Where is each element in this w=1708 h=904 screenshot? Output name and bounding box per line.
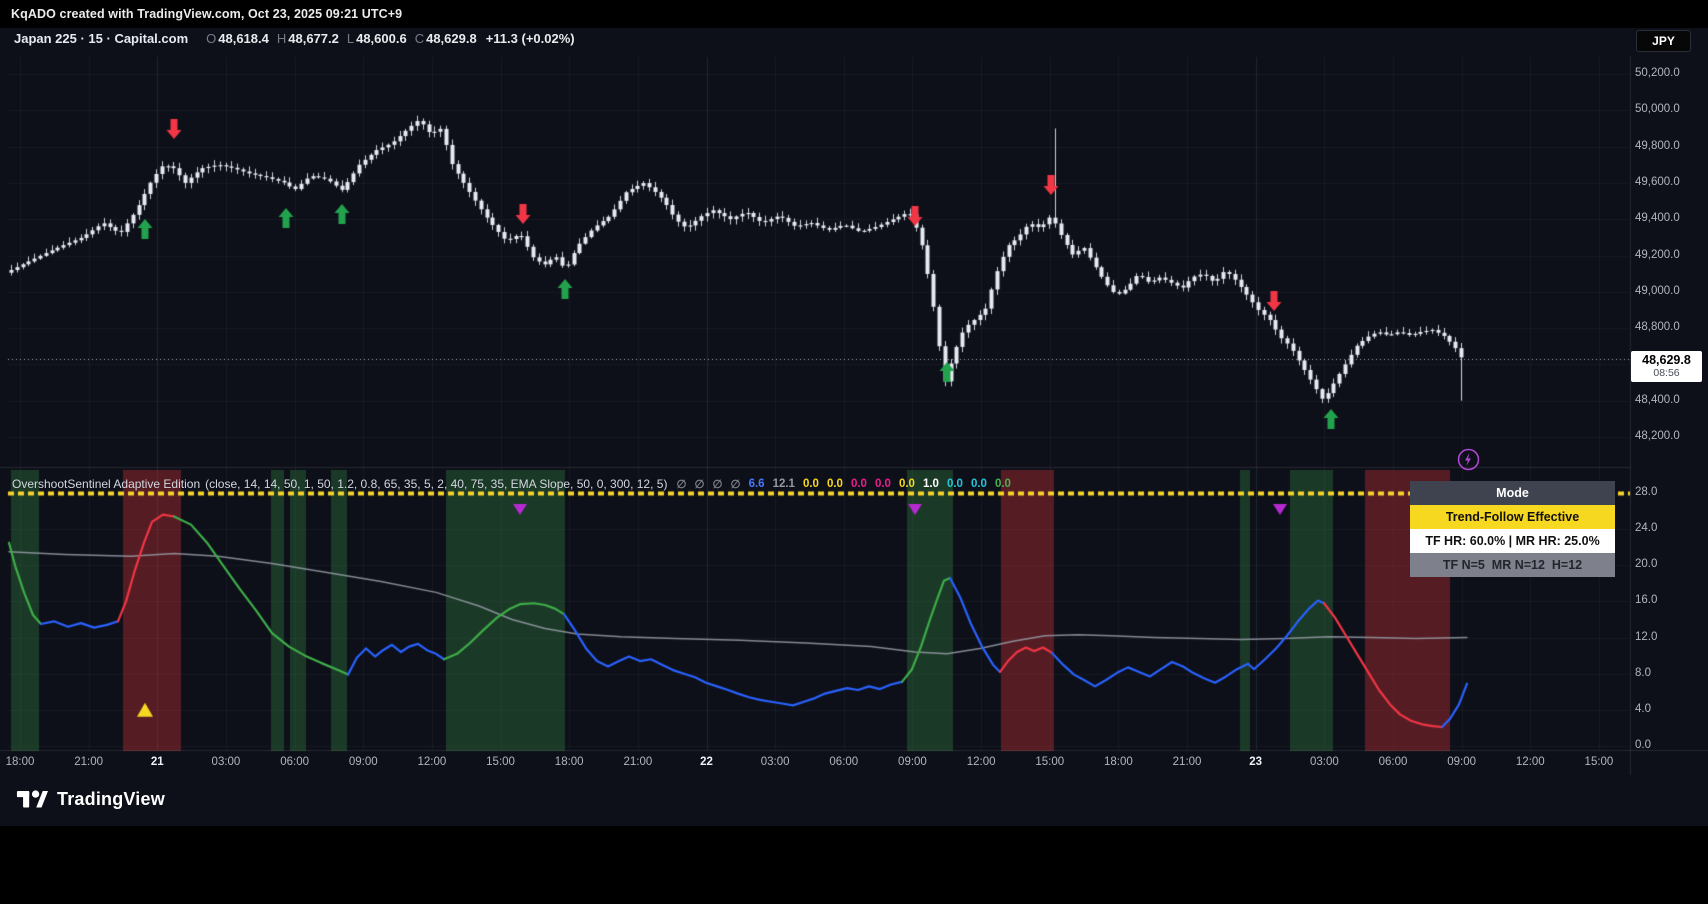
- price-tick: 48,800.0: [1635, 321, 1680, 334]
- time-tick: 21:00: [74, 756, 104, 768]
- time-tick: 15:00: [1035, 756, 1065, 768]
- mode-table-counts: TF N=5 MR N=12 H=12: [1410, 553, 1615, 577]
- indicator-value: ∅: [730, 479, 741, 491]
- attribution-text: KqADO created with TradingView.com, Oct …: [11, 7, 403, 21]
- time-tick: 21:00: [1172, 756, 1202, 768]
- time-tick: 06:00: [829, 756, 859, 768]
- oscillator-tick: 4.0: [1635, 702, 1651, 715]
- time-tick: 03:00: [1309, 756, 1339, 768]
- boost-lightning-button[interactable]: [1456, 447, 1480, 471]
- time-tick: 03:00: [211, 756, 241, 768]
- oscillator-tick: 20.0: [1635, 558, 1658, 571]
- indicator-value: 0.0: [994, 478, 1011, 490]
- indicator-value: 6.6: [748, 478, 765, 490]
- close-label: C: [414, 31, 425, 46]
- price-tick: 49,000.0: [1635, 284, 1680, 297]
- time-tick: 09:00: [898, 756, 927, 768]
- time-tick: 12:00: [1515, 756, 1545, 768]
- time-tick: 06:00: [1378, 756, 1408, 768]
- oscillator-tick: 12.0: [1635, 630, 1658, 643]
- time-tick: 18:00: [554, 756, 584, 768]
- time-tick: 06:00: [280, 756, 309, 768]
- indicator-value: ∅: [676, 479, 687, 491]
- time-tick: 23: [1249, 756, 1263, 768]
- time-tick: 22: [700, 756, 713, 768]
- indicator-value: 0.0: [802, 478, 819, 490]
- indicator-value: 0.0: [898, 478, 915, 490]
- price-tick: 49,600.0: [1635, 175, 1680, 188]
- symbol-ohlc-row: Japan 225 · 15 · Capital.com O 48,618.4 …: [14, 31, 575, 46]
- indicator-legend: OvershootSentinel Adaptive Edition (clos…: [12, 477, 1019, 491]
- indicator-value: 0.0: [946, 478, 963, 490]
- price-tick: 48,200.0: [1635, 430, 1680, 442]
- time-tick: 21:00: [623, 756, 653, 768]
- low-label: L: [346, 31, 355, 46]
- indicator-value: ∅: [712, 479, 723, 491]
- indicator-value: 0.0: [970, 478, 987, 490]
- symbol-title[interactable]: Japan 225 · 15 · Capital.com: [14, 31, 189, 46]
- mode-table-header: Mode: [1410, 481, 1615, 505]
- mode-table: Mode Trend-Follow Effective TF HR: 60.0%…: [1410, 481, 1615, 577]
- indicator-value: 12.1: [772, 478, 795, 490]
- low-value: 48,600.6: [356, 31, 407, 46]
- currency-badge-jpy[interactable]: JPY: [1636, 30, 1691, 52]
- indicator-values: ∅ ∅ ∅ ∅ 6.6 12.1 0.0 0.0 0.0 0.0 0.0 1.0 0.0 0.0 0.0: [676, 477, 1019, 491]
- time-tick: 12:00: [966, 756, 996, 768]
- time-tick: 09:00: [348, 756, 378, 768]
- time-tick: 03:00: [760, 756, 790, 768]
- price-tick: 50,000.0: [1635, 103, 1680, 116]
- tradingview-logo-icon: [16, 790, 48, 808]
- price-tick: 50,200.0: [1635, 67, 1680, 79]
- time-tick: 15:00: [486, 756, 515, 768]
- time-tick: 18:00: [1104, 756, 1133, 768]
- attribution-bar: KqADO created with TradingView.com, Oct …: [0, 0, 1708, 28]
- price-tick: 49,200.0: [1635, 248, 1680, 261]
- open-value: 48,618.4: [218, 31, 269, 46]
- time-tick: 09:00: [1447, 756, 1477, 768]
- open-label: O: [206, 31, 217, 46]
- price-axis[interactable]: 50,200.0 50,000.0 49,800.0 49,600.0 49,400.0…: [1633, 0, 1706, 780]
- bar-countdown: 08:56: [1653, 367, 1680, 379]
- price-tick: 49,800.0: [1635, 139, 1680, 152]
- time-tick: 18:00: [5, 756, 35, 768]
- indicator-value: 0.0: [850, 478, 867, 490]
- indicator-title[interactable]: OvershootSentinel Adaptive Edition: [12, 477, 201, 491]
- time-tick: 21: [150, 756, 164, 768]
- oscillator-tick: 28.0: [1635, 485, 1658, 498]
- tradingview-logo[interactable]: TradingView: [16, 786, 165, 813]
- mode-table-hit-rates: TF HR: 60.0% | MR HR: 25.0%: [1410, 529, 1615, 553]
- indicator-value: 0.0: [874, 478, 891, 490]
- lightning-icon: [1457, 448, 1479, 470]
- oscillator-tick: 0.0: [1635, 739, 1651, 751]
- change-value: +11.3 (+0.02%): [485, 31, 575, 46]
- price-tick: 48,400.0: [1635, 393, 1680, 406]
- oscillator-tick: 16.0: [1635, 594, 1658, 607]
- mode-table-mode-value: Trend-Follow Effective: [1410, 505, 1615, 529]
- tradingview-brand-text: TradingView: [57, 789, 165, 809]
- time-tick: 15:00: [1584, 756, 1614, 768]
- close-value: 48,629.8: [426, 31, 477, 46]
- indicator-value: 0.0: [826, 478, 843, 490]
- price-tick: 49,400.0: [1635, 212, 1680, 225]
- high-label: H: [276, 31, 287, 46]
- indicator-params: (close, 14, 14, 50, 1, 50, 1.2, 0.8, 65,…: [205, 477, 668, 491]
- indicator-value: ∅: [694, 479, 705, 491]
- current-price-value: 48,629.8: [1642, 353, 1691, 367]
- time-axis[interactable]: 18:00 21:00 21 03:00 06:00 09:00 12:00 15:00 18:…: [0, 756, 1630, 776]
- oscillator-tick: 24.0: [1635, 522, 1658, 535]
- high-value: 48,677.2: [288, 31, 339, 46]
- indicator-value: 1.0: [922, 478, 939, 490]
- oscillator-tick: 8.0: [1635, 666, 1651, 679]
- time-tick: 12:00: [417, 756, 447, 768]
- current-price-tag: 48,629.8 08:56: [1631, 351, 1702, 382]
